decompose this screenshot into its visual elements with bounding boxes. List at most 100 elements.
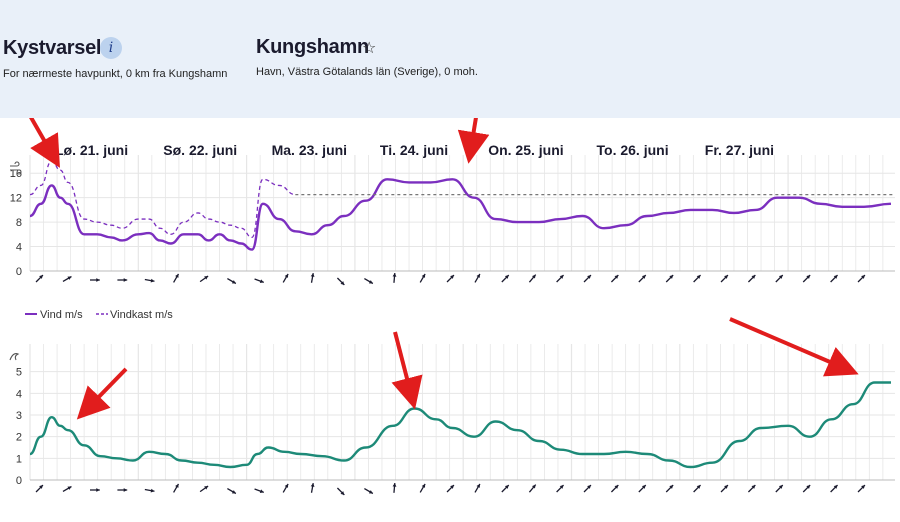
location-name: Kungshamn bbox=[256, 36, 369, 58]
direction-arrow-icon bbox=[392, 272, 397, 283]
forecast-header: Kystvarsel i For nærmeste havpunkt, 0 km… bbox=[0, 0, 900, 118]
direction-arrow-icon bbox=[199, 485, 209, 493]
legend-gust-label: Vindkast m/s bbox=[110, 309, 173, 321]
direction-arrow-icon bbox=[117, 278, 128, 282]
location-subtitle: Havn, Västra Götalands län (Sverige), 0 … bbox=[256, 66, 478, 78]
direction-arrow-icon bbox=[173, 273, 180, 283]
direction-arrow-icon bbox=[474, 273, 481, 283]
y-tick-label: 8 bbox=[16, 217, 22, 229]
direction-arrow-icon bbox=[446, 484, 455, 493]
day-label: Ti. 24. juni bbox=[380, 142, 448, 158]
forecast-charts: Lø. 21. juni Sø. 22. juni Ma. 23. juni Ti. … bbox=[9, 49, 895, 496]
direction-arrow-icon bbox=[227, 278, 237, 285]
direction-arrow-icon bbox=[693, 274, 702, 283]
direction-arrow-icon bbox=[144, 488, 155, 493]
y-tick-label: 16 bbox=[10, 168, 22, 180]
wave-icon bbox=[9, 353, 20, 361]
direction-arrow-icon bbox=[747, 484, 756, 493]
direction-arrow-icon bbox=[392, 482, 397, 493]
direction-arrow-icon bbox=[62, 275, 72, 282]
y-tick-label: 4 bbox=[16, 388, 22, 400]
day-label: On. 25. juni bbox=[488, 142, 563, 158]
wave-series-line bbox=[29, 381, 891, 469]
direction-arrow-icon bbox=[199, 275, 209, 283]
direction-arrow-icon bbox=[610, 484, 619, 493]
direction-arrow-icon bbox=[35, 484, 44, 493]
direction-arrow-icon bbox=[583, 274, 592, 283]
direction-arrow-icon bbox=[802, 484, 811, 493]
annotation-arrow-4 bbox=[391, 331, 423, 410]
direction-arrow-icon bbox=[474, 483, 481, 493]
annotation-arrow-1 bbox=[15, 92, 60, 168]
direction-arrow-icon bbox=[310, 272, 315, 283]
gust-series-line bbox=[29, 160, 296, 239]
y-tick-label: 1 bbox=[16, 453, 22, 465]
legend-wind-label: Vind m/s bbox=[40, 309, 83, 321]
annotation-arrow-2 bbox=[457, 49, 490, 164]
annotation-arrows bbox=[15, 49, 859, 420]
info-icon[interactable]: i bbox=[100, 37, 122, 59]
wind-icon bbox=[10, 161, 22, 175]
direction-arrow-icon bbox=[336, 487, 345, 496]
direction-arrow-icon bbox=[775, 274, 784, 283]
direction-arrow-icon bbox=[35, 274, 44, 283]
direction-arrow-icon bbox=[282, 273, 289, 283]
direction-arrow-icon bbox=[720, 484, 729, 493]
y-tick-label: 3 bbox=[16, 410, 22, 422]
direction-arrow-icon bbox=[638, 274, 647, 283]
direction-arrow-icon bbox=[254, 488, 265, 494]
direction-arrow-icon bbox=[90, 488, 100, 492]
direction-arrow-icon bbox=[144, 278, 155, 283]
direction-arrow-icon bbox=[501, 484, 510, 493]
direction-arrow-icon bbox=[610, 274, 619, 283]
direction-arrow-icon bbox=[665, 274, 674, 283]
direction-arrow-icon bbox=[90, 278, 100, 282]
direction-arrow-icon bbox=[665, 484, 674, 493]
direction-arrow-icon bbox=[802, 274, 811, 283]
direction-arrow-icon bbox=[254, 278, 265, 284]
direction-arrow-icon bbox=[556, 274, 565, 283]
direction-arrow-icon bbox=[857, 274, 866, 283]
direction-arrow-icon bbox=[638, 484, 647, 493]
direction-arrow-icon bbox=[747, 274, 756, 283]
day-label: Sø. 22. juni bbox=[163, 142, 237, 158]
day-label: Lø. 21. juni bbox=[55, 142, 128, 158]
direction-arrow-icon bbox=[310, 482, 315, 493]
direction-arrow-icon bbox=[556, 484, 565, 493]
direction-arrow-icon bbox=[62, 485, 72, 492]
star-icon[interactable]: ☆ bbox=[362, 40, 377, 57]
direction-arrow-icon bbox=[830, 274, 839, 283]
direction-arrow-icon bbox=[775, 484, 784, 493]
direction-arrow-icon bbox=[720, 274, 729, 283]
direction-arrow-icon bbox=[583, 484, 592, 493]
direction-arrow-icon bbox=[364, 278, 374, 285]
direction-arrows bbox=[35, 272, 866, 496]
direction-arrow-icon bbox=[501, 274, 510, 283]
y-tick-label: 2 bbox=[16, 432, 22, 444]
direction-arrow-icon bbox=[419, 483, 426, 493]
direction-arrow-icon bbox=[364, 488, 374, 495]
direction-arrow-icon bbox=[173, 483, 180, 493]
day-label: Fr. 27. juni bbox=[705, 142, 774, 158]
direction-arrow-icon bbox=[282, 483, 289, 493]
direction-arrow-icon bbox=[117, 488, 128, 492]
y-tick-label: 0 bbox=[16, 266, 22, 278]
page-subtitle: For nærmeste havpunkt, 0 km fra Kungsham… bbox=[3, 68, 228, 80]
direction-arrow-icon bbox=[693, 484, 702, 493]
direction-arrow-icon bbox=[857, 484, 866, 493]
direction-arrow-icon bbox=[227, 488, 237, 495]
y-tick-label: 5 bbox=[16, 367, 22, 379]
y-tick-label: 12 bbox=[10, 193, 22, 205]
y-tick-label: 0 bbox=[16, 475, 22, 487]
direction-arrow-icon bbox=[528, 274, 537, 283]
direction-arrow-icon bbox=[336, 277, 345, 286]
annotation-arrow-5 bbox=[729, 317, 859, 377]
chart-panel: Lø. 21. juni Sø. 22. juni Ma. 23. juni Ti. … bbox=[0, 49, 900, 517]
day-labels: Lø. 21. juni Sø. 22. juni Ma. 23. juni Ti. … bbox=[55, 142, 774, 158]
direction-arrow-icon bbox=[528, 484, 537, 493]
direction-arrow-icon bbox=[830, 484, 839, 493]
day-label: To. 26. juni bbox=[597, 142, 669, 158]
direction-arrow-icon bbox=[419, 273, 426, 283]
wind-series-line bbox=[29, 178, 891, 251]
annotation-arrow-3 bbox=[76, 367, 128, 420]
